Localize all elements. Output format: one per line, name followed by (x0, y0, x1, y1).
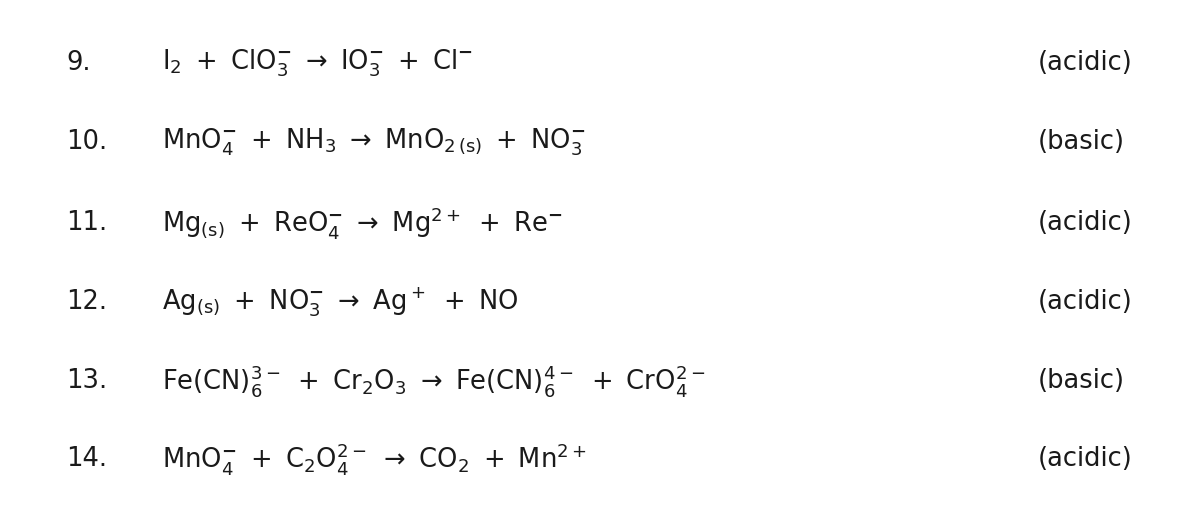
Text: (basic): (basic) (1038, 129, 1126, 155)
Text: (acidic): (acidic) (1038, 210, 1133, 236)
Text: $\mathsf{MnO_4^{\boldsymbol{-}}\ +\ NH_3\ \rightarrow\ MnO_{2\,(s)}\ +\ NO_3^{\b: $\mathsf{MnO_4^{\boldsymbol{-}}\ +\ NH_3… (162, 126, 586, 158)
Text: 9.: 9. (66, 50, 90, 76)
Text: $\mathsf{Fe(CN)_6^{3-}\ +\ Cr_2O_3\ \rightarrow\ Fe(CN)_6^{4-}\ +\ CrO_4^{2-}}$: $\mathsf{Fe(CN)_6^{3-}\ +\ Cr_2O_3\ \rig… (162, 363, 706, 398)
Text: 11.: 11. (66, 210, 107, 236)
Text: 13.: 13. (66, 368, 107, 394)
Text: 12.: 12. (66, 289, 107, 315)
Text: (acidic): (acidic) (1038, 289, 1133, 315)
Text: 14.: 14. (66, 446, 107, 472)
Text: $\mathsf{I_2\ +\ ClO_3^{\boldsymbol{-}}\ \rightarrow\ IO_3^{\boldsymbol{-}}\ +\ : $\mathsf{I_2\ +\ ClO_3^{\boldsymbol{-}}\… (162, 47, 473, 79)
Text: $\mathsf{Mg_{(s)}\ +\ ReO_4^{\boldsymbol{-}}\ \rightarrow\ Mg^{2+}\ +\ Re^{\bold: $\mathsf{Mg_{(s)}\ +\ ReO_4^{\boldsymbol… (162, 205, 563, 241)
Text: (acidic): (acidic) (1038, 50, 1133, 76)
Text: (basic): (basic) (1038, 368, 1126, 394)
Text: $\mathsf{MnO_4^{\boldsymbol{-}}\ +\ C_2O_4^{2-}\ \rightarrow\ CO_2\ +\ Mn^{2+}}$: $\mathsf{MnO_4^{\boldsymbol{-}}\ +\ C_2O… (162, 442, 587, 477)
Text: (acidic): (acidic) (1038, 446, 1133, 472)
Text: $\mathsf{Ag_{(s)}\ +\ NO_3^{\boldsymbol{-}}\ \rightarrow\ Ag^+\ +\ NO}$: $\mathsf{Ag_{(s)}\ +\ NO_3^{\boldsymbol{… (162, 285, 518, 319)
Text: 10.: 10. (66, 129, 107, 155)
